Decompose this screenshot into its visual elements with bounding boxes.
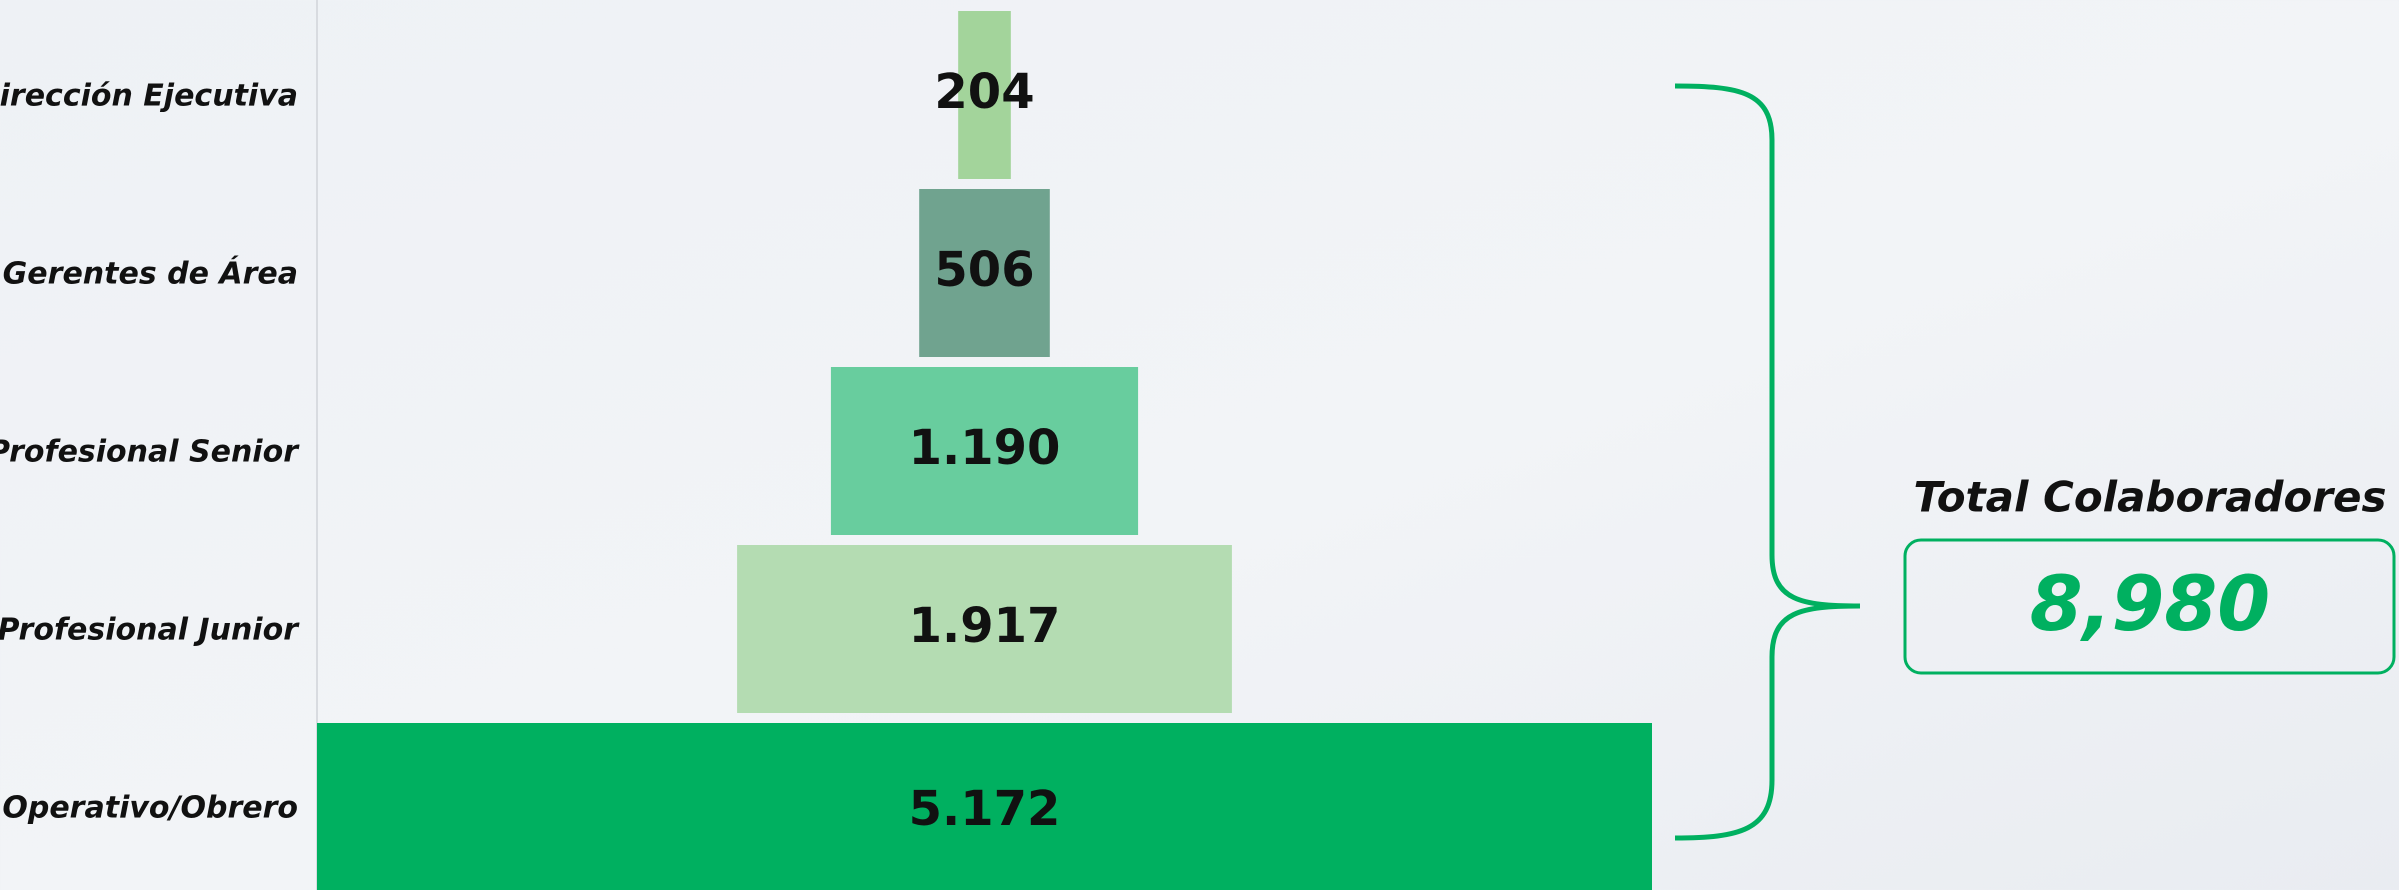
value-label: 1.917 <box>909 598 1061 654</box>
category-label: Profesional Junior <box>0 613 300 648</box>
total-value: 8,980 <box>2030 559 2270 648</box>
value-label: 506 <box>934 242 1034 298</box>
category-label: Profesional Senior <box>0 435 300 470</box>
value-label: 5.172 <box>909 781 1061 837</box>
value-label: 204 <box>934 64 1034 120</box>
category-label: Dirección Ejecutiva <box>0 79 298 114</box>
total-title: Total Colaboradores <box>1913 473 2386 522</box>
funnel-bar <box>317 723 1652 890</box>
funnel-bar <box>958 11 1011 179</box>
category-label: Operativo/Obrero <box>2 791 298 826</box>
funnel-bar <box>737 545 1232 713</box>
total-box <box>1903 538 2396 675</box>
bracket <box>1674 83 1861 841</box>
funnel-bar <box>919 189 1050 357</box>
category-label: Gerentes de Área <box>3 256 298 292</box>
value-label: 1.190 <box>909 420 1061 476</box>
funnel-bar <box>830 367 1139 535</box>
